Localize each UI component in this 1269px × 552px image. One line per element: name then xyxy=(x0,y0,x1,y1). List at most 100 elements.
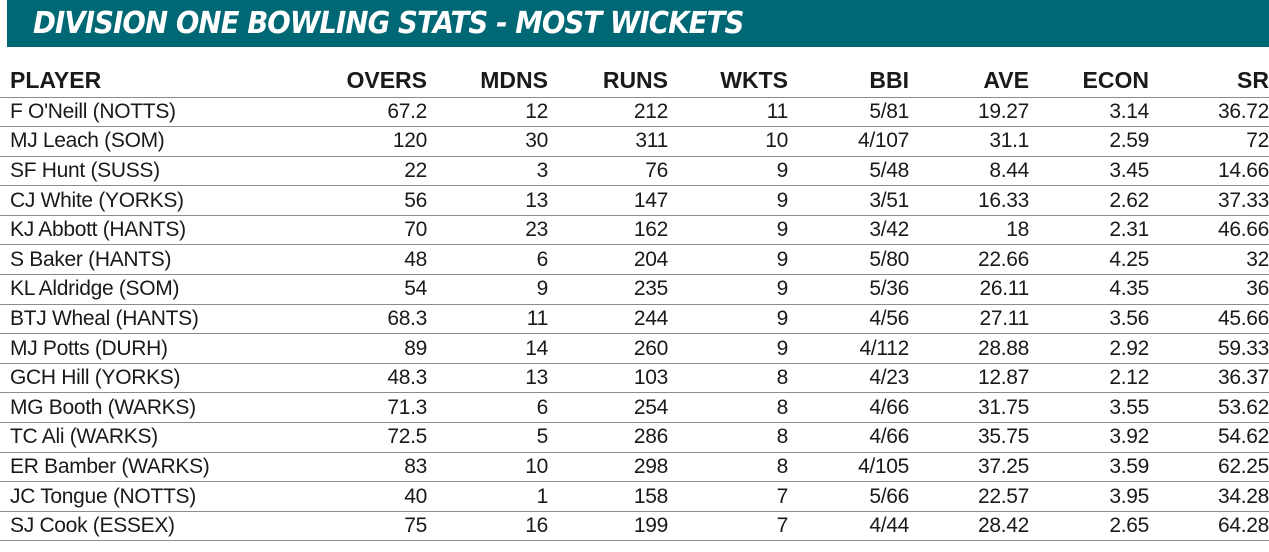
cell-econ: 3.59 xyxy=(1029,452,1149,483)
cell-player: BTJ Wheal (HANTS) xyxy=(0,304,240,335)
cell-econ: 3.14 xyxy=(1029,96,1149,128)
cell-mdns: 12 xyxy=(427,96,548,128)
table-row: MJ Leach (SOM) 120 30 311 10 4/107 31.1 2.59 72 xyxy=(0,126,1269,157)
table-body: F O'Neill (NOTTS) 67.2 12 212 11 5/81 19.27 3.1… xyxy=(0,96,1269,542)
cell-sr: 37.33 xyxy=(1149,185,1269,216)
cell-wkts: 9 xyxy=(668,215,788,246)
cell-ave: 16.33 xyxy=(909,185,1029,216)
column-header-runs: RUNS xyxy=(602,66,668,93)
cell-runs: 260 xyxy=(548,333,668,364)
bowling-stats-table: PLAYER OVERS MDNS RUNS WKTS BBI AVE ECON SR F O'… xyxy=(0,64,1269,542)
cell-bbi: 5/36 xyxy=(788,274,909,305)
cell-player: JC Tongue (NOTTS) xyxy=(0,481,240,512)
cell-econ: 2.92 xyxy=(1029,333,1149,364)
cell-mdns: 30 xyxy=(427,126,548,157)
table-row: KL Aldridge (SOM) 54 9 235 9 5/36 26.11 4.35 36 xyxy=(0,274,1269,305)
cell-econ: 2.12 xyxy=(1029,363,1149,394)
cell-ave: 22.57 xyxy=(909,481,1029,512)
cell-econ: 4.35 xyxy=(1029,274,1149,305)
cell-overs: 56 xyxy=(240,185,427,216)
cell-overs: 72.5 xyxy=(240,422,427,453)
cell-sr: 53.62 xyxy=(1149,392,1269,424)
cell-ave: 27.11 xyxy=(909,304,1029,335)
cell-bbi: 5/66 xyxy=(788,481,909,512)
cell-mdns: 10 xyxy=(427,452,548,483)
table-row: JC Tongue (NOTTS) 40 1 158 7 5/66 22.57 3.95 34.… xyxy=(0,481,1269,512)
cell-bbi: 5/48 xyxy=(788,156,909,187)
cell-player: S Baker (HANTS) xyxy=(0,244,240,276)
cell-bbi: 4/56 xyxy=(788,304,909,335)
cell-player: SJ Cook (ESSEX) xyxy=(0,511,240,542)
cell-runs: 235 xyxy=(548,274,668,305)
cell-bbi: 3/42 xyxy=(788,215,909,246)
column-header-overs: OVERS xyxy=(346,66,427,93)
cell-runs: 162 xyxy=(548,215,668,246)
column-header-sr: SR xyxy=(1237,66,1269,93)
cell-ave: 31.75 xyxy=(909,392,1029,424)
cell-overs: 71.3 xyxy=(240,392,427,424)
cell-player: MJ Potts (DURH) xyxy=(0,333,240,364)
cell-sr: 36.72 xyxy=(1149,96,1269,128)
cell-ave: 28.88 xyxy=(909,333,1029,364)
cell-runs: 158 xyxy=(548,481,668,512)
column-header-player: PLAYER xyxy=(10,66,102,93)
cell-sr: 36.37 xyxy=(1149,363,1269,394)
cell-sr: 59.33 xyxy=(1149,333,1269,364)
cell-sr: 62.25 xyxy=(1149,452,1269,483)
cell-wkts: 7 xyxy=(668,481,788,512)
cell-sr: 45.66 xyxy=(1149,304,1269,335)
cell-runs: 254 xyxy=(548,392,668,424)
cell-player: MJ Leach (SOM) xyxy=(0,126,240,157)
cell-econ: 2.59 xyxy=(1029,126,1149,157)
cell-econ: 2.31 xyxy=(1029,215,1149,246)
header-row: PLAYER OVERS MDNS RUNS WKTS BBI AVE ECON SR xyxy=(0,64,1269,97)
cell-bbi: 4/66 xyxy=(788,422,909,453)
cell-overs: 54 xyxy=(240,274,427,305)
table-row: GCH Hill (YORKS) 48.3 13 103 8 4/23 12.87 2.12 3… xyxy=(0,363,1269,394)
table-row: S Baker (HANTS) 48 6 204 9 5/80 22.66 4.25 32 xyxy=(0,244,1269,276)
cell-wkts: 9 xyxy=(668,333,788,364)
table-header: PLAYER OVERS MDNS RUNS WKTS BBI AVE ECON SR xyxy=(0,64,1269,97)
cell-sr: 32 xyxy=(1149,244,1269,276)
title-banner: Division One Bowling Stats - Most Wicket… xyxy=(7,0,1269,47)
table-row: KJ Abbott (HANTS) 70 23 162 9 3/42 18 2.31 46.66 xyxy=(0,215,1269,246)
cell-wkts: 9 xyxy=(668,185,788,216)
cell-wkts: 10 xyxy=(668,126,788,157)
cell-mdns: 6 xyxy=(427,392,548,424)
cell-wkts: 8 xyxy=(668,363,788,394)
cell-ave: 26.11 xyxy=(909,274,1029,305)
cell-player: TC Ali (WARKS) xyxy=(0,422,240,453)
cell-runs: 147 xyxy=(548,185,668,216)
cell-wkts: 9 xyxy=(668,274,788,305)
cell-econ: 3.92 xyxy=(1029,422,1149,453)
cell-bbi: 4/23 xyxy=(788,363,909,394)
cell-sr: 34.28 xyxy=(1149,481,1269,512)
cell-ave: 19.27 xyxy=(909,96,1029,128)
cell-econ: 3.55 xyxy=(1029,392,1149,424)
cell-runs: 199 xyxy=(548,511,668,542)
cell-mdns: 23 xyxy=(427,215,548,246)
table-row: SF Hunt (SUSS) 22 3 76 9 5/48 8.44 3.45 14.66 xyxy=(0,156,1269,187)
cell-runs: 244 xyxy=(548,304,668,335)
cell-player: GCH Hill (YORKS) xyxy=(0,363,240,394)
table-row: F O'Neill (NOTTS) 67.2 12 212 11 5/81 19.27 3.1… xyxy=(0,96,1269,128)
cell-runs: 76 xyxy=(548,156,668,187)
cell-sr: 14.66 xyxy=(1149,156,1269,187)
cell-wkts: 8 xyxy=(668,392,788,424)
cell-mdns: 13 xyxy=(427,185,548,216)
cell-bbi: 4/66 xyxy=(788,392,909,424)
column-header-mdns: MDNS xyxy=(480,66,548,93)
cell-mdns: 1 xyxy=(427,481,548,512)
cell-econ: 3.56 xyxy=(1029,304,1149,335)
cell-overs: 22 xyxy=(240,156,427,187)
cell-ave: 37.25 xyxy=(909,452,1029,483)
cell-overs: 70 xyxy=(240,215,427,246)
cell-runs: 298 xyxy=(548,452,668,483)
cell-sr: 64.28 xyxy=(1149,511,1269,542)
cell-sr: 46.66 xyxy=(1149,215,1269,246)
cell-overs: 48 xyxy=(240,244,427,276)
cell-mdns: 14 xyxy=(427,333,548,364)
cell-wkts: 11 xyxy=(668,96,788,128)
cell-player: KJ Abbott (HANTS) xyxy=(0,215,240,246)
cell-sr: 54.62 xyxy=(1149,422,1269,453)
